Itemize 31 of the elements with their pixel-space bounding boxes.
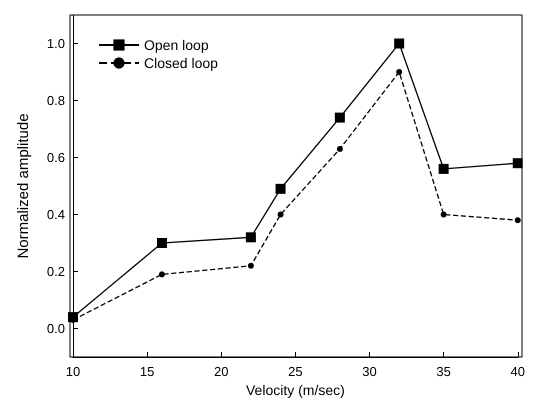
point [276,184,286,194]
point [394,38,404,48]
x-axis-title: Velocity (m/sec) [246,382,345,398]
point [246,232,256,242]
y-tick-label: 0.8 [46,93,65,108]
point [156,238,167,248]
point [396,69,402,75]
x-tick-label: 20 [214,364,228,379]
point [158,271,165,278]
legend-label: Closed loop [144,55,218,71]
y-tick-label: 0.0 [46,321,65,336]
x-tick-label: 40 [510,364,526,379]
legend-label: Open loop [144,37,209,53]
x-tick-label: 30 [362,364,377,379]
y-tick-label: 0.4 [46,207,65,222]
point [278,212,284,218]
x-tick-label: 35 [436,364,451,379]
y-tick-label: 0.6 [46,150,65,165]
y-tick-label: 1.0 [46,36,65,51]
point [334,112,345,123]
point [512,158,523,168]
x-tick-label: 25 [288,364,303,379]
point [440,212,447,218]
x-tick-label: 10 [66,364,80,379]
x-tick-label: 15 [140,364,154,379]
point [248,262,254,269]
point [514,217,521,224]
y-tick-label: 0.2 [46,264,65,279]
y-axis-title: Normalized amplitude [15,113,32,259]
point [438,164,449,174]
point [336,146,343,152]
